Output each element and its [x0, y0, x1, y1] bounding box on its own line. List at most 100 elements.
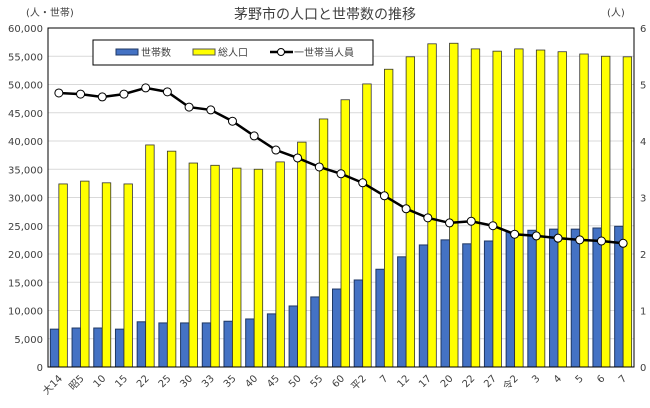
right-axis-ticks: 0 1 2 3 4 5 6 — [640, 24, 646, 374]
line-marker — [488, 221, 498, 231]
right-axis-tick-label: 6 — [640, 24, 646, 35]
plot-area-border — [47, 27, 635, 368]
x-axis-tick-label: 10 — [92, 373, 109, 390]
left-axis-unit: (人・世帯) — [26, 6, 74, 19]
legend-swatch-population — [192, 48, 216, 56]
line-marker — [531, 231, 541, 241]
left-axis-tick-label: 60,000 — [8, 24, 43, 35]
line-marker — [314, 162, 324, 172]
right-axis-tick-label: 4 — [640, 137, 646, 148]
bar-population — [80, 180, 90, 368]
left-axis-tick-label: 45,000 — [8, 109, 43, 120]
bar-households — [223, 320, 233, 368]
bar-households — [440, 239, 451, 368]
bar-population — [535, 49, 546, 368]
x-axis-tick-label: 4 — [552, 373, 564, 385]
bar-population — [297, 141, 307, 368]
line-marker — [184, 102, 194, 112]
line-marker — [358, 178, 368, 188]
left-axis-ticks: 0 5,000 10,000 15,000 20,000 25,000 30,000 35,0… — [8, 24, 43, 374]
bar-households — [201, 322, 212, 368]
chart-title: 茅野市の人口と世帯数の推移 — [234, 6, 416, 23]
x-axis-tick-label: 55 — [309, 373, 326, 390]
bar-population — [340, 99, 350, 368]
legend-label-ratio: 一世帯当人員 — [294, 46, 354, 59]
line-marker — [227, 116, 237, 126]
line-marker — [423, 213, 433, 223]
bar-households — [397, 256, 407, 368]
bar-households — [288, 305, 299, 368]
x-axis-tick-label: 3 — [530, 373, 542, 385]
bar-households — [418, 244, 429, 368]
bar-households — [549, 228, 559, 368]
bar-population — [166, 150, 177, 368]
line-marker — [206, 105, 216, 115]
bar-population — [427, 43, 437, 368]
bar-households — [592, 227, 602, 368]
x-axis-tick-label: 33 — [200, 373, 217, 390]
x-axis-tick-label: 60 — [330, 373, 347, 390]
line-marker — [249, 131, 259, 141]
x-axis-tick-label: 45 — [265, 373, 282, 390]
bar-population — [492, 50, 502, 368]
line-marker — [119, 89, 129, 99]
right-axis-tick-label: 1 — [640, 307, 646, 318]
line-marker — [76, 89, 86, 99]
bar-population — [101, 182, 112, 368]
bar-households — [527, 229, 537, 368]
bar-households — [353, 279, 364, 368]
bar-population — [384, 68, 394, 368]
x-axis-tick-label: 40 — [244, 373, 261, 390]
left-axis-tick-label: 20,000 — [8, 250, 43, 261]
x-axis-tick-label: 昭5 — [67, 373, 87, 393]
legend-label-households: 世帯数 — [141, 46, 171, 59]
bar-households — [505, 231, 516, 368]
bar-households — [266, 313, 277, 368]
bar-population — [232, 167, 242, 368]
bars — [49, 42, 633, 368]
line-marker — [293, 153, 303, 163]
bar-households — [158, 322, 168, 368]
x-axis-tick-label: 15 — [113, 373, 130, 390]
x-axis-tick-label: 12 — [395, 373, 412, 390]
legend-swatch-households — [115, 48, 139, 56]
bar-population — [514, 48, 524, 368]
x-axis-tick-label: 35 — [222, 373, 239, 390]
left-axis-tick-label: 15,000 — [8, 278, 43, 289]
left-axis-tick-label: 50,000 — [8, 81, 43, 92]
bar-households — [93, 327, 103, 368]
bar-population — [470, 48, 481, 368]
x-axis-tick-label: 令2 — [500, 372, 521, 393]
bar-households — [375, 268, 385, 368]
x-axis-tick-label: 30 — [178, 373, 195, 390]
bar-population — [449, 42, 459, 368]
x-axis-tick-label: 50 — [287, 373, 304, 390]
bar-population — [275, 161, 285, 368]
line-marker — [401, 204, 411, 214]
bar-households — [180, 322, 190, 368]
bar-households — [462, 243, 472, 368]
left-axis-tick-label: 0 — [37, 363, 43, 374]
left-axis-tick-label: 35,000 — [8, 165, 43, 176]
right-axis-tick-label: 3 — [640, 194, 646, 205]
left-axis-tick-label: 40,000 — [8, 137, 43, 148]
x-axis-tick-label: 6 — [595, 373, 607, 385]
bar-households — [49, 328, 60, 368]
line-marker — [466, 216, 476, 226]
line-marker — [141, 83, 151, 93]
x-axis-tick-label: 7 — [378, 373, 390, 385]
line-marker — [596, 236, 606, 246]
line-marker — [379, 191, 389, 201]
bar-population — [601, 55, 611, 368]
bar-population — [123, 183, 133, 368]
line-marker — [54, 88, 64, 98]
left-axis-tick-label: 55,000 — [8, 52, 43, 63]
line-marker — [271, 145, 281, 155]
bar-households — [114, 328, 125, 368]
left-axis-tick-label: 10,000 — [8, 307, 43, 318]
bar-population — [188, 162, 198, 368]
bar-population — [145, 144, 155, 368]
x-axis-tick-label: 大14 — [40, 372, 65, 397]
legend-label-population: 総人口 — [218, 46, 248, 59]
